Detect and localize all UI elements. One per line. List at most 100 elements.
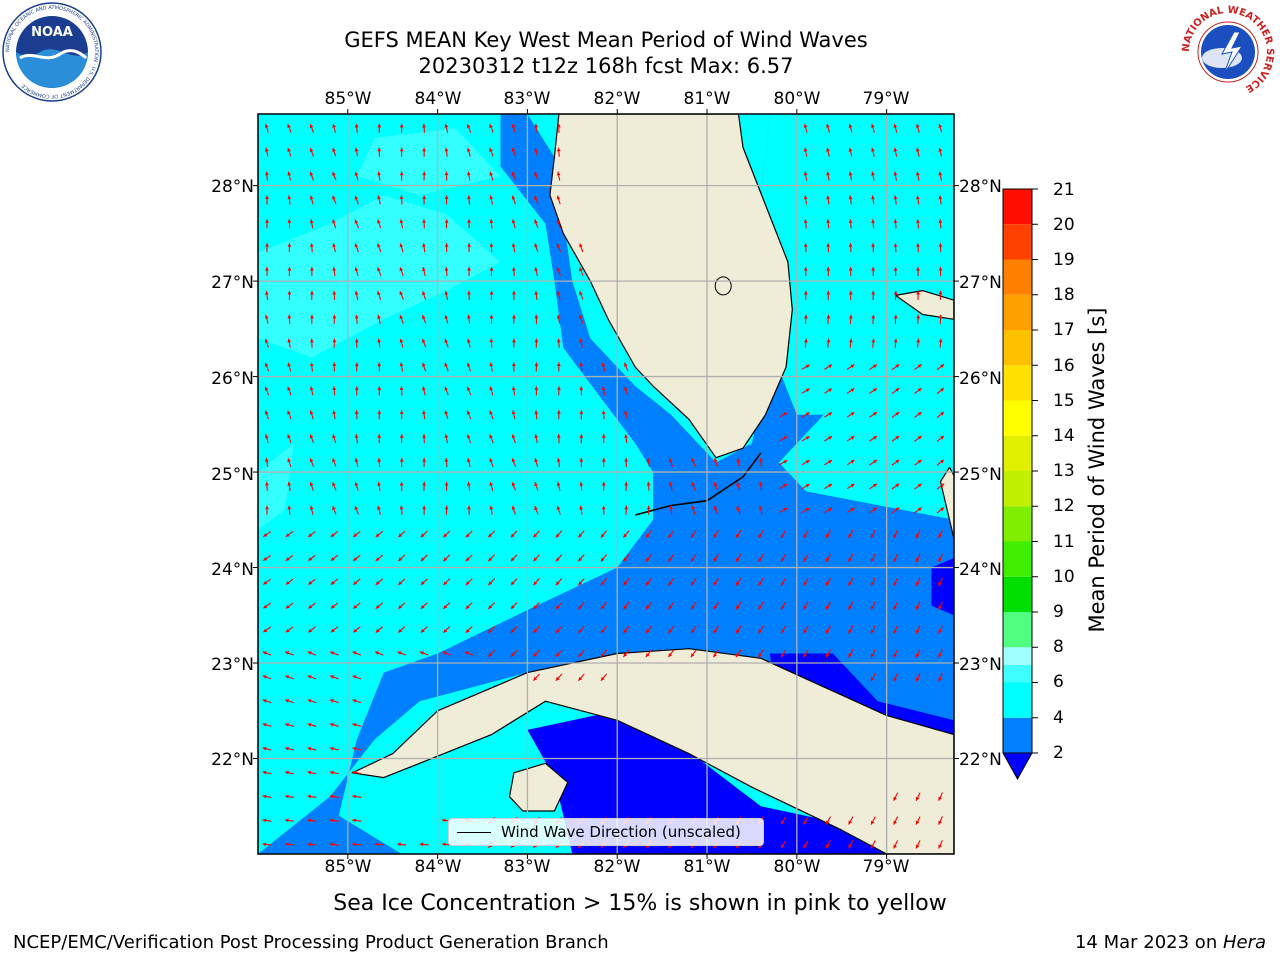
wave-direction-arrowhead (264, 147, 269, 152)
wave-direction-arrowhead (512, 362, 516, 367)
wave-direction-arrowhead (352, 818, 357, 823)
wave-direction-arrowhead (287, 267, 292, 271)
wave-direction-arrowhead (850, 507, 855, 512)
wave-direction-arrowhead (938, 582, 942, 586)
wave-direction-arrowhead (803, 605, 807, 610)
wave-direction-arrowhead (309, 410, 314, 415)
wave-direction-arrowhead (377, 123, 382, 128)
wave-direction-arrowhead (444, 410, 449, 415)
wave-direction-arrowhead (264, 434, 269, 439)
wave-direction-arrowhead (915, 653, 920, 658)
wave-direction-arrowhead (940, 435, 945, 440)
wave-direction-arrowhead (803, 820, 807, 825)
wave-direction-arrowhead (556, 243, 561, 248)
wave-direction-arrowhead (624, 458, 629, 462)
colorbar-segment (1003, 259, 1032, 295)
wave-direction-arrowhead (848, 844, 852, 849)
wave-direction-arrowhead (354, 314, 359, 319)
wave-direction-arrowhead (308, 557, 313, 561)
wave-direction-arrowhead (828, 412, 833, 416)
wave-direction-arrowhead (444, 386, 448, 391)
wave-direction-arrowhead (354, 219, 359, 224)
wave-direction-arrowhead (938, 820, 942, 825)
wave-direction-arrowhead (354, 410, 359, 414)
wave-direction-arrowhead (330, 746, 334, 751)
wave-direction-arrowhead (915, 534, 920, 539)
wave-direction-arrowhead (262, 818, 267, 823)
wave-direction-arrowhead (287, 434, 291, 439)
wave-direction-arrowhead (534, 195, 538, 200)
wave-direction-arrowhead (263, 628, 268, 633)
wave-direction-arrowhead (668, 557, 673, 562)
wave-direction-arrowhead (534, 243, 538, 248)
lat-label-right: 24°N (959, 560, 1002, 580)
wave-direction-arrowhead (533, 676, 538, 681)
lon-label-top: 82°W (593, 89, 641, 109)
lat-label-left: 28°N (211, 177, 254, 197)
wave-direction-arrowhead (783, 436, 788, 440)
wave-direction-arrowhead (916, 267, 920, 271)
wave-direction-arrowhead (309, 195, 314, 200)
wave-direction-arrowhead (307, 818, 312, 823)
wave-direction-arrowhead (533, 652, 538, 657)
wave-direction-arrowhead (826, 605, 830, 610)
wave-direction-arrowhead (465, 628, 470, 633)
wave-direction-arrowhead (848, 581, 852, 586)
wave-direction-arrowhead (556, 314, 561, 319)
wave-direction-arrowhead (915, 581, 920, 586)
wave-direction-arrowhead (940, 459, 945, 464)
wave-direction-arrowhead (805, 484, 810, 488)
wave-direction-arrowhead (354, 195, 359, 200)
wave-direction-arrowhead (377, 243, 381, 248)
wave-direction-arrowhead (600, 653, 605, 657)
nws-logo: NATIONAL WEATHER SERVICE (1179, 3, 1277, 101)
wave-direction-arrowhead (444, 147, 449, 152)
wave-direction-arrowhead (804, 338, 808, 343)
wave-direction-arrowhead (895, 364, 900, 368)
wave-direction-arrowhead (285, 818, 289, 823)
wave-direction-arrowhead (736, 605, 740, 610)
wave-direction-arrowhead (624, 434, 628, 438)
wave-direction-arrowhead (938, 124, 943, 128)
lon-label-bottom: 85°W (324, 857, 372, 877)
wave-direction-arrowhead (307, 723, 312, 727)
wave-direction-arrowhead (850, 483, 855, 488)
wave-direction-arrowhead (848, 338, 853, 343)
wave-direction-arrowhead (783, 484, 788, 488)
wave-direction-arrowhead (488, 629, 493, 633)
wave-direction-arrowhead (444, 291, 449, 295)
wave-direction-arrowhead (624, 410, 628, 415)
wave-direction-arrowhead (375, 651, 379, 655)
wave-direction-arrowhead (377, 362, 382, 367)
wave-direction-arrowhead (287, 195, 292, 200)
colorbar-segment (1003, 365, 1032, 401)
wave-direction-arrowhead (419, 842, 424, 847)
wave-direction-arrowhead (938, 677, 942, 682)
wave-direction-arrowhead (444, 505, 449, 510)
lat-label-right: 25°N (959, 465, 1002, 485)
isle-of-youth-land (508, 762, 569, 812)
wave-direction-arrowhead (781, 534, 785, 538)
map-legend: Wind Wave Direction (unscaled) (448, 818, 764, 846)
wave-direction-arrowhead (422, 434, 426, 438)
wave-direction-arrowhead (916, 124, 920, 128)
wave-direction-arrowhead (645, 533, 650, 538)
wave-direction-arrowhead (377, 505, 381, 510)
wave-direction-arrowhead (377, 267, 381, 272)
wave-direction-arrowhead (466, 124, 471, 129)
wave-direction-arrowhead (893, 629, 897, 634)
wave-direction-arrowhead (422, 505, 427, 510)
wave-direction-arrowhead (557, 410, 561, 414)
wave-direction-arrowhead (600, 533, 605, 538)
lat-label-right: 23°N (959, 655, 1002, 675)
wave-direction-arrowhead (758, 629, 762, 634)
wave-direction-arrowhead (871, 653, 875, 658)
wave-direction-arrowhead (309, 505, 314, 510)
wave-direction-arrowhead (781, 629, 785, 634)
wave-direction-arrowhead (285, 794, 289, 799)
wave-direction-arrowhead (758, 557, 762, 562)
wave-direction-arrowhead (601, 410, 606, 414)
wave-direction-arrowhead (917, 483, 922, 488)
wave-direction-arrowhead (420, 533, 425, 538)
colorbar-tick-label: 2 (1053, 743, 1064, 763)
